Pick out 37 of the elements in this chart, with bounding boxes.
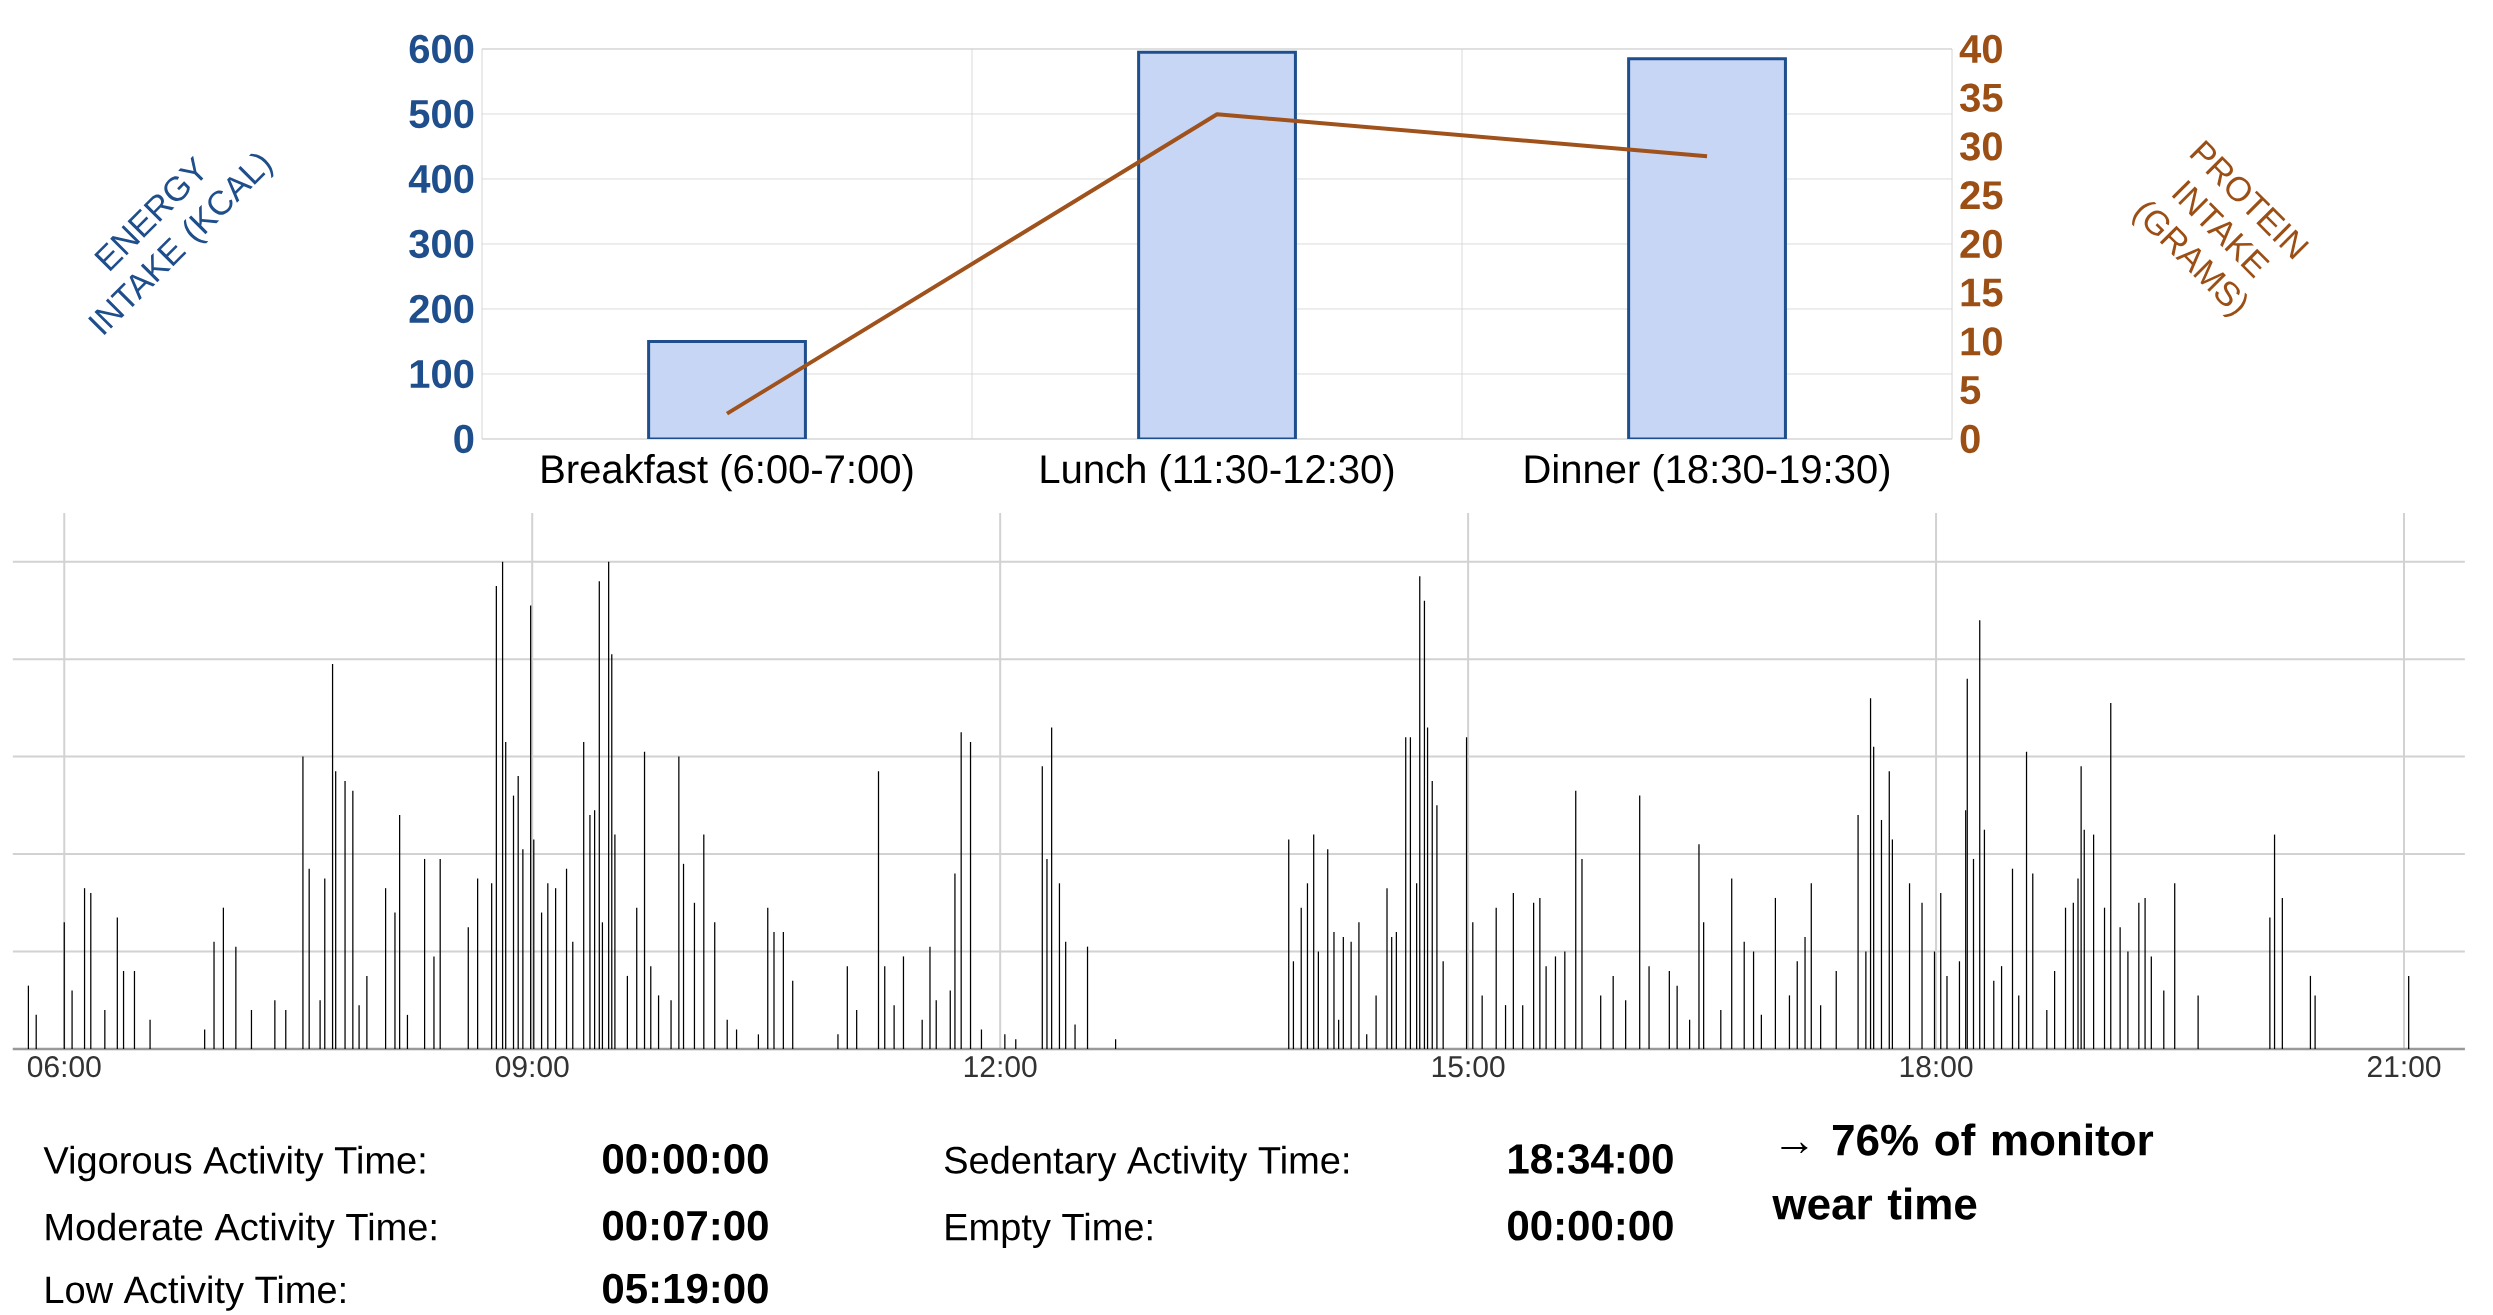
x-tick-label: Dinner (18:30-19:30) bbox=[1525, 454, 1889, 492]
text: Low Activity Time: bbox=[46, 1275, 345, 1311]
y2-tick-label: 25 bbox=[1960, 181, 2003, 210]
text: 00:07:00 bbox=[603, 1210, 768, 1241]
y-tick-label: 200 bbox=[409, 294, 474, 324]
bar bbox=[1627, 57, 1787, 439]
text: Empty Time: bbox=[946, 1212, 1152, 1249]
x-tick-label: 18:00 bbox=[1900, 1056, 1973, 1078]
text: Sedentary Activity Time: bbox=[944, 1145, 1349, 1182]
y2-tick-label: 5 bbox=[1960, 376, 1981, 405]
text: Vigorous Activity Time: bbox=[43, 1145, 425, 1182]
y2-tick-label: 10 bbox=[1961, 327, 2002, 356]
x-tick-label: 21:00 bbox=[2367, 1056, 2441, 1078]
y2-tick-label: 35 bbox=[1959, 83, 2003, 112]
y-tick-label: 500 bbox=[409, 99, 474, 129]
y-tick-label: 600 bbox=[409, 34, 474, 64]
y2-tick-label: 20 bbox=[1960, 229, 2002, 259]
text: Moderate Activity Time: bbox=[46, 1212, 436, 1249]
y2-tick-label: 15 bbox=[1961, 278, 2003, 307]
x-tick-label: 12:00 bbox=[964, 1056, 1037, 1078]
x-tick-label: Breakfast (6:00-7:00) bbox=[542, 454, 913, 492]
text: 00:00:00 bbox=[603, 1144, 768, 1174]
text: 18:34:00 bbox=[1509, 1144, 1673, 1174]
x-tick-label: 06:00 bbox=[27, 1056, 101, 1078]
x-tick-label: 09:00 bbox=[495, 1056, 569, 1078]
text: 00:00:00 bbox=[1508, 1210, 1673, 1241]
y-tick-label: 300 bbox=[409, 229, 474, 259]
y2-tick-label: 0 bbox=[1960, 424, 1980, 454]
text: → 76% of monitor wear time bbox=[1772, 1123, 2154, 1220]
y2-tick-label: 40 bbox=[1959, 34, 2002, 64]
y-tick-label: 400 bbox=[408, 164, 474, 194]
y2-tick-label: 30 bbox=[1959, 132, 2002, 161]
x-tick-label: 15:00 bbox=[1432, 1056, 1505, 1078]
text: 05:19:00 bbox=[603, 1273, 768, 1304]
y-tick-label: 0 bbox=[454, 424, 474, 454]
y-tick-label: 100 bbox=[410, 359, 474, 389]
x-tick-label: Lunch (11:30-12:30) bbox=[1041, 454, 1394, 492]
